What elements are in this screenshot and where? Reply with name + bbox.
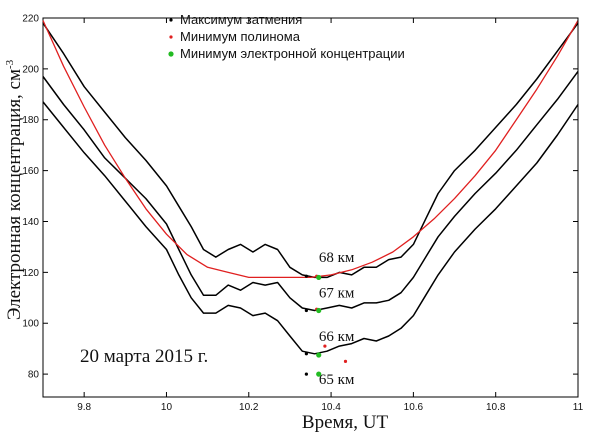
conc-min-marker — [316, 371, 322, 377]
x-tick-label: 9.8 — [77, 402, 91, 413]
date-label: 20 марта 2015 г. — [80, 346, 208, 367]
y-tick-label: 80 — [28, 370, 40, 381]
series-line-3 — [42, 101, 579, 355]
series-line-2 — [42, 70, 579, 312]
x-tick-label: 10.8 — [486, 402, 506, 413]
x-tick-label: 10.4 — [321, 402, 341, 413]
x-tick-label: 10.2 — [239, 402, 259, 413]
legend-label-poly-min: Минимум полинома — [180, 29, 301, 44]
y-axis-label-text: Электронная концентрация, см — [4, 69, 25, 320]
y-tick-label: 220 — [22, 14, 39, 25]
eclipse-max-marker — [304, 352, 308, 356]
y-tick-label: 200 — [22, 64, 39, 75]
y-axis-label-sup: -3 — [4, 59, 16, 69]
poly-min-marker — [343, 359, 348, 363]
legend-label-conc-min: Минимум электронной концентрации — [180, 46, 405, 61]
x-axis-label: Время, UT — [302, 412, 389, 433]
marker-layer — [304, 274, 348, 377]
conc-min-marker — [316, 352, 322, 358]
legend: Максимум затмения Минимум полинома Миним… — [168, 12, 405, 61]
series-line-1 — [42, 22, 579, 279]
altitude-label: 68 км — [319, 250, 355, 266]
legend-label-eclipse-max: Максимум затмения — [180, 12, 302, 27]
legend-marker-conc-min — [168, 51, 174, 57]
eclipse-max-marker — [304, 308, 308, 313]
y-tick-label: 160 — [22, 166, 39, 177]
altitude-label: 65 км — [319, 372, 355, 388]
series-layer — [42, 20, 579, 355]
y-tick-label: 140 — [22, 217, 39, 228]
poly-min-marker — [323, 344, 327, 348]
conc-min-marker — [316, 274, 322, 281]
altitude-label: 67 км — [319, 286, 355, 302]
annotation-layer: 68 км 67 км 66 км 65 км — [319, 250, 355, 388]
y-tick-label: 100 — [22, 319, 39, 330]
plot-frame — [42, 17, 579, 398]
ticks-layer: 9.8 10 10.2 10.4 10.6 10.8 11 80 100 120 140 160 180… — [22, 14, 583, 414]
altitude-label: 66 км — [319, 329, 355, 345]
x-tick-label: 11 — [573, 402, 584, 413]
eclipse-max-marker — [304, 274, 308, 278]
legend-marker-eclipse-max — [169, 18, 173, 22]
y-axis-label: Электронная концентрация, см-3 — [4, 59, 25, 320]
conc-min-marker — [316, 307, 322, 314]
polynomial-fit-line — [42, 20, 579, 279]
plot-area — [42, 17, 579, 398]
y-tick-label: 120 — [22, 268, 39, 279]
x-tick-label: 10 — [161, 402, 173, 413]
eclipse-max-marker — [304, 372, 308, 376]
y-tick-label: 180 — [22, 115, 39, 126]
legend-marker-poly-min — [169, 35, 173, 39]
x-tick-label: 10.6 — [404, 402, 424, 413]
